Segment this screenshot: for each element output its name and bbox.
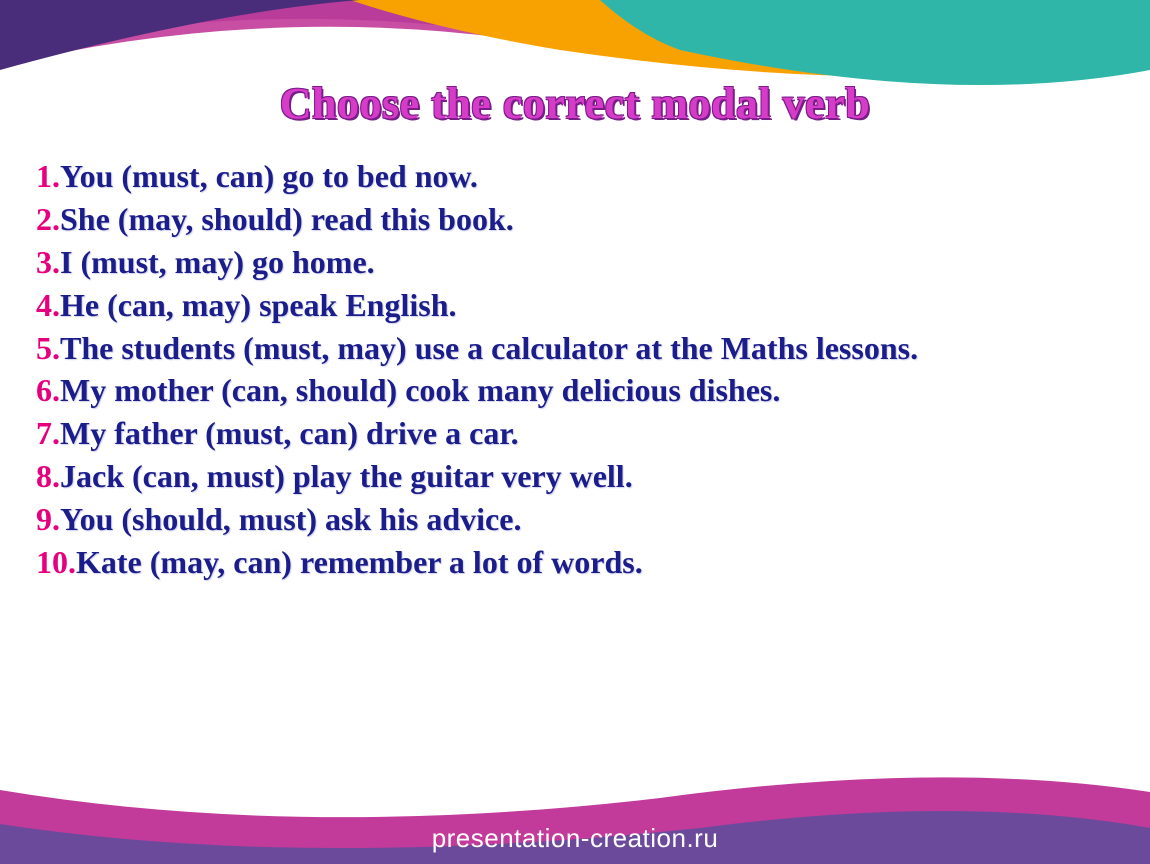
item-text: You (should, must) ask his advice. [60, 501, 521, 537]
item-text: My father (must, can) drive a car. [60, 415, 519, 451]
list-item: 10.Kate (may, can) remember a lot of wor… [36, 541, 1116, 584]
item-text: She (may, should) read this book. [60, 201, 514, 237]
item-text: You (must, can) go to bed now. [60, 158, 478, 194]
item-text: My mother (can, should) cook many delici… [60, 372, 780, 408]
item-number: 10. [36, 544, 76, 580]
slide-title: Choose the correct modal verb [0, 78, 1150, 129]
item-text: He (can, may) speak English. [60, 287, 456, 323]
item-number: 7. [36, 415, 60, 451]
item-number: 4. [36, 287, 60, 323]
list-item: 3.I (must, may) go home. [36, 241, 1116, 284]
item-text: Kate (may, can) remember a lot of words. [76, 544, 643, 580]
list-item: 7.My father (must, can) drive a car. [36, 412, 1116, 455]
item-number: 1. [36, 158, 60, 194]
item-number: 8. [36, 458, 60, 494]
list-item: 8.Jack (can, must) play the guitar very … [36, 455, 1116, 498]
list-item: 2.She (may, should) read this book. [36, 198, 1116, 241]
item-text: I (must, may) go home. [60, 244, 375, 280]
item-number: 2. [36, 201, 60, 237]
list-item: 9.You (should, must) ask his advice. [36, 498, 1116, 541]
item-number: 9. [36, 501, 60, 537]
item-number: 5. [36, 330, 60, 366]
item-text: Jack (can, must) play the guitar very we… [60, 458, 633, 494]
list-item: 5.The students (must, may) use a calcula… [36, 327, 1116, 370]
item-number: 3. [36, 244, 60, 280]
item-number: 6. [36, 372, 60, 408]
list-item: 1.You (must, can) go to bed now. [36, 155, 1116, 198]
list-item: 4.He (can, may) speak English. [36, 284, 1116, 327]
list-item: 6.My mother (can, should) cook many deli… [36, 369, 1116, 412]
exercise-list: 1.You (must, can) go to bed now. 2.She (… [36, 155, 1116, 584]
item-text: The students (must, may) use a calculato… [60, 330, 918, 366]
footer-credit: presentation-creation.ru [0, 823, 1150, 854]
